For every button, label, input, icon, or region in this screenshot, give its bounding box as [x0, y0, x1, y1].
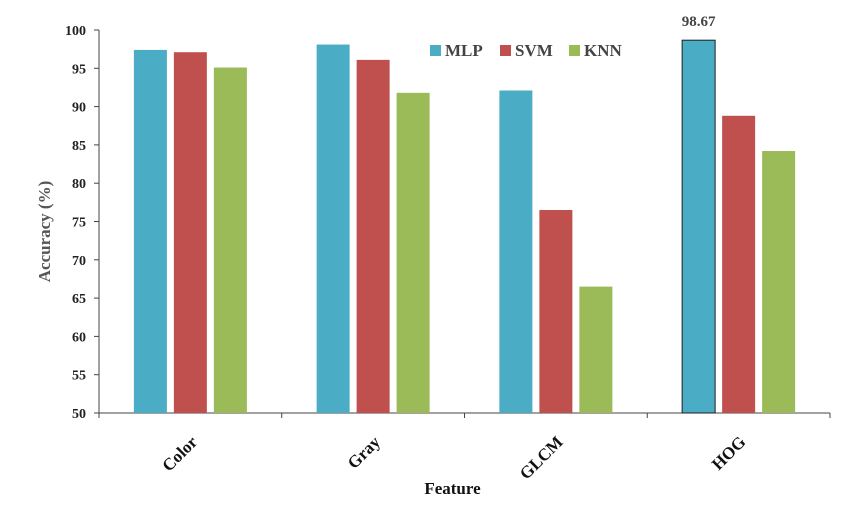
bar-color-svm [173, 52, 207, 414]
bar-gray-knn [396, 92, 430, 413]
legend-label-mlp: MLP [445, 41, 483, 60]
x-tick-label-glcm: GLCM [516, 432, 567, 483]
bar-glcm-mlp [499, 90, 533, 413]
y-tick-label: 90 [72, 101, 86, 116]
legend-swatch-knn [569, 45, 580, 56]
legend-swatch-svm [500, 45, 511, 56]
y-tick-label: 50 [72, 407, 86, 422]
bar-hog-mlp [681, 39, 716, 414]
bar-gray-mlp [316, 44, 350, 413]
y-tick-label: 60 [72, 330, 86, 345]
bar-glcm-knn [579, 286, 613, 413]
bar-color-knn [213, 67, 247, 413]
legend: MLP SVM KNN [430, 41, 623, 60]
y-tick-label: 70 [72, 254, 86, 269]
bar-color-mlp [133, 49, 167, 413]
y-tick-label: 75 [72, 216, 86, 231]
y-tick-label: 100 [65, 24, 86, 39]
legend-swatch-mlp [430, 45, 441, 56]
y-axis-title: Accuracy (%) [35, 181, 54, 283]
bar-hog-knn [762, 151, 796, 413]
bar-hog-svm [722, 115, 756, 414]
y-tick-label: 95 [72, 62, 86, 77]
bar-glcm-svm [539, 210, 573, 413]
x-tick-label-gray: Gray [344, 432, 384, 472]
y-tick-label: 85 [72, 139, 86, 154]
data-label: 98.67 [682, 14, 716, 30]
y-tick-label: 80 [72, 177, 86, 192]
x-axis-title: Feature [424, 479, 481, 498]
y-tick-label: 55 [72, 369, 86, 384]
bar-gray-svm [356, 59, 390, 414]
bars [133, 39, 796, 414]
x-tick-label-color: Color [158, 432, 201, 475]
y-tick-label: 65 [72, 292, 86, 307]
legend-label-knn: KNN [584, 41, 623, 60]
legend-label-svm: SVM [515, 41, 553, 60]
x-tick-label-hog: HOG [708, 432, 749, 473]
